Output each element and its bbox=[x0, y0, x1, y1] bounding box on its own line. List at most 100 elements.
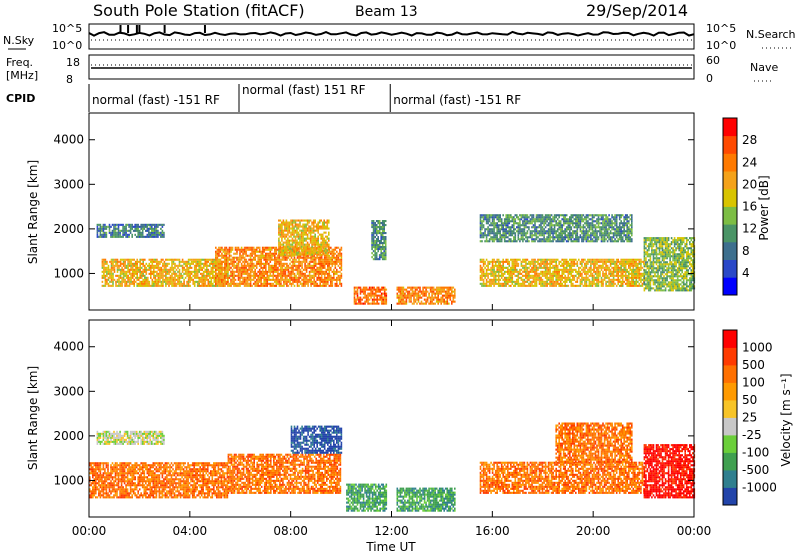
echo-cell bbox=[362, 302, 365, 305]
echo-cell bbox=[119, 235, 121, 238]
echo-cell bbox=[525, 216, 527, 219]
echo-cell bbox=[304, 254, 306, 257]
echo-cell bbox=[579, 224, 582, 227]
echo-cell bbox=[284, 256, 287, 259]
echo-cell bbox=[505, 226, 507, 229]
echo-cell bbox=[210, 268, 213, 271]
echo-cell bbox=[303, 227, 306, 230]
echo-cell bbox=[144, 284, 146, 287]
echo-cell bbox=[603, 222, 606, 225]
echo-cell bbox=[271, 284, 273, 287]
echo-cell bbox=[435, 300, 438, 303]
echo-cell bbox=[503, 260, 506, 263]
echo-cell bbox=[609, 226, 612, 229]
echo-cell bbox=[331, 280, 334, 283]
echo-cell bbox=[215, 268, 217, 271]
echo-cell bbox=[181, 260, 184, 263]
echo-cell bbox=[414, 292, 417, 295]
echo-cell bbox=[110, 268, 113, 271]
echo-cell bbox=[323, 252, 326, 255]
echo-cell bbox=[148, 266, 151, 269]
echo-cell bbox=[385, 300, 388, 303]
echo-cell bbox=[146, 225, 149, 228]
echo-cell bbox=[505, 218, 507, 221]
echo-cell bbox=[508, 284, 511, 287]
echo-cell bbox=[532, 240, 535, 243]
echo-cell bbox=[517, 234, 520, 237]
echo-cell bbox=[275, 246, 278, 249]
echo-cell bbox=[565, 222, 568, 225]
echo-cell bbox=[233, 264, 235, 267]
echo-cell bbox=[154, 227, 156, 230]
echo-cell bbox=[606, 228, 609, 231]
echo-cell bbox=[181, 258, 184, 261]
echo-cell bbox=[602, 238, 604, 241]
echo-cell bbox=[231, 282, 234, 285]
echo-cell bbox=[507, 230, 509, 233]
echo-cell bbox=[101, 225, 103, 228]
echo-cell bbox=[621, 232, 624, 235]
echo-cell bbox=[590, 222, 592, 225]
echo-cell bbox=[331, 282, 334, 285]
echo-cell bbox=[481, 268, 483, 271]
echo-cell bbox=[145, 276, 148, 279]
echo-cell bbox=[152, 227, 155, 230]
echo-cell bbox=[552, 234, 554, 237]
echo-cell bbox=[248, 276, 250, 279]
echo-cell bbox=[482, 264, 485, 267]
echo-cell bbox=[508, 264, 511, 267]
echo-cell bbox=[196, 282, 199, 285]
echo-cell bbox=[155, 225, 158, 228]
echo-cell bbox=[258, 284, 261, 287]
echo-cell bbox=[591, 226, 594, 229]
echo-cell bbox=[265, 262, 267, 265]
echo-cell bbox=[590, 238, 592, 241]
echo-cell bbox=[143, 227, 146, 230]
echo-cell bbox=[184, 272, 187, 275]
echo-cell bbox=[156, 282, 158, 285]
echo-cell bbox=[615, 228, 618, 231]
echo-cell bbox=[493, 236, 495, 239]
echo-cell bbox=[493, 234, 495, 237]
echo-cell bbox=[605, 230, 607, 233]
echo-cell bbox=[543, 216, 545, 219]
echo-cell bbox=[157, 284, 160, 287]
echo-cell bbox=[334, 272, 337, 275]
echo-cell bbox=[318, 225, 321, 228]
echo-cell bbox=[286, 264, 288, 267]
echo-cell bbox=[438, 298, 441, 301]
echo-cell bbox=[145, 235, 147, 238]
echo-cell bbox=[102, 231, 105, 234]
echo-cell bbox=[307, 282, 309, 285]
echo-cell bbox=[106, 274, 108, 277]
echo-cell bbox=[561, 230, 563, 233]
echo-cell bbox=[479, 224, 482, 227]
echo-cell bbox=[131, 270, 134, 273]
echo-cell bbox=[320, 274, 323, 277]
echo-cell bbox=[249, 274, 252, 277]
echo-cell bbox=[278, 237, 280, 240]
echo-cell bbox=[517, 238, 520, 241]
echo-cell bbox=[119, 270, 122, 273]
echo-cell bbox=[378, 230, 381, 233]
echo-cell bbox=[293, 229, 295, 232]
echo-cell bbox=[526, 270, 529, 273]
echo-cell bbox=[254, 274, 256, 277]
echo-cell bbox=[237, 276, 240, 279]
echo-cell bbox=[582, 228, 585, 231]
echo-cell bbox=[311, 274, 314, 277]
echo-cell bbox=[305, 276, 308, 279]
echo-cell bbox=[631, 218, 633, 221]
echo-cell bbox=[522, 264, 524, 267]
echo-cell bbox=[166, 280, 169, 283]
echo-cell bbox=[199, 272, 202, 275]
echo-cell bbox=[295, 280, 297, 283]
echo-cell bbox=[359, 292, 362, 295]
echo-cell bbox=[129, 223, 132, 226]
echo-cell bbox=[600, 236, 603, 239]
echo-cell bbox=[579, 228, 582, 231]
echo-cell bbox=[429, 288, 432, 291]
echo-cell bbox=[353, 300, 356, 303]
echo-cell bbox=[306, 243, 309, 246]
echo-cell bbox=[446, 300, 449, 303]
